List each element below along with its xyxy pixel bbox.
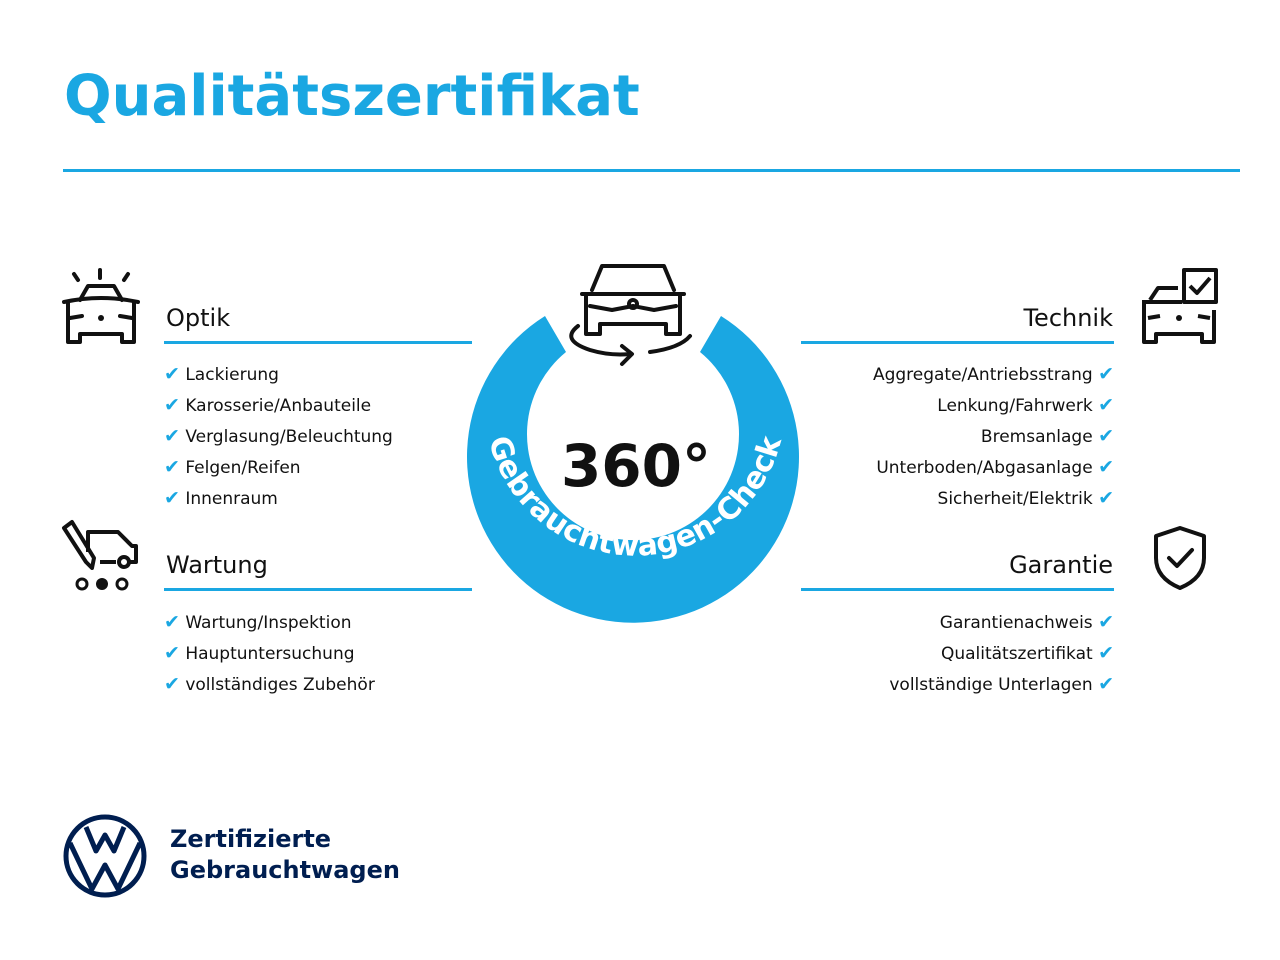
list-item: ✔ Felgen/Reifen (164, 456, 301, 478)
section-divider-optik (164, 341, 472, 344)
section-heading-garantie: Garantie (1009, 551, 1113, 579)
list-item: Unterboden/Abgasanlage ✔ (876, 456, 1114, 478)
list-item: Aggregate/Antriebsstrang ✔ (872, 363, 1114, 385)
car-checklist-icon (1142, 268, 1218, 344)
section-divider-technik (801, 341, 1114, 344)
check-icon: ✔ (1098, 487, 1114, 509)
car-inspection-light-icon (62, 268, 140, 344)
list-technik: Aggregate/Antriebsstrang ✔ Lenkung/Fahrw… (873, 359, 1114, 514)
page-title: Qualitätszertifikat (64, 64, 640, 129)
section-divider-wartung (164, 588, 472, 591)
check-icon: ✔ (164, 363, 180, 385)
list-item: ✔ Verglasung/Beleuchtung (164, 425, 393, 447)
section-heading-technik: Technik (1023, 304, 1113, 332)
check-icon: ✔ (164, 487, 180, 509)
check-icon: ✔ (1098, 456, 1114, 478)
check-icon: ✔ (164, 642, 180, 664)
check-icon: ✔ (164, 673, 180, 695)
list-item: ✔ Hauptuntersuchung (164, 642, 355, 664)
vw-logo (63, 814, 147, 898)
360-check-badge: 360° Gebrauchtwagen-Check (467, 264, 799, 623)
list-item: ✔ Lackierung (164, 363, 279, 385)
badge-degrees: 360° (561, 432, 711, 500)
car-rotate-icon (569, 264, 692, 366)
list-item: ✔ Karosserie/Anbauteile (164, 394, 372, 416)
shield-check-icon (1154, 526, 1206, 590)
list-item: Lenkung/Fahrwerk ✔ (937, 394, 1114, 416)
check-icon: ✔ (164, 611, 180, 633)
list-wartung: ✔ Wartung/Inspektion ✔ Hauptuntersuchung… (164, 607, 375, 700)
list-item: Garantienachweis ✔ (939, 611, 1114, 633)
list-item: vollständige Unterlagen ✔ (889, 673, 1114, 695)
section-heading-wartung: Wartung (166, 551, 268, 579)
check-icon: ✔ (1098, 363, 1114, 385)
check-icon: ✔ (1098, 673, 1114, 695)
check-icon: ✔ (164, 394, 180, 416)
badge-ring (467, 316, 799, 623)
list-item: ✔ Innenraum (164, 487, 278, 509)
check-icon: ✔ (164, 456, 180, 478)
list-optik: ✔ Lackierung ✔ Karosserie/Anbauteile ✔ V… (164, 359, 393, 514)
list-item: Qualitätszertifikat ✔ (940, 642, 1114, 664)
check-icon: ✔ (1098, 611, 1114, 633)
list-item: Bremsanlage ✔ (980, 425, 1114, 447)
check-icon: ✔ (1098, 642, 1114, 664)
list-garantie: Garantienachweis ✔ Qualitätszertifikat ✔… (889, 607, 1114, 700)
service-tools-icon (62, 520, 138, 591)
check-icon: ✔ (1098, 394, 1114, 416)
brand-text: Zertifizierte Gebrauchtwagen (170, 825, 400, 884)
list-item: Sicherheit/Elektrik ✔ (937, 487, 1114, 509)
section-heading-optik: Optik (166, 304, 231, 332)
section-divider-garantie (801, 588, 1114, 591)
list-item: ✔ vollständiges Zubehör (164, 673, 375, 695)
list-item: ✔ Wartung/Inspektion (164, 611, 352, 633)
check-icon: ✔ (1098, 425, 1114, 447)
title-divider (63, 169, 1240, 172)
check-icon: ✔ (164, 425, 180, 447)
